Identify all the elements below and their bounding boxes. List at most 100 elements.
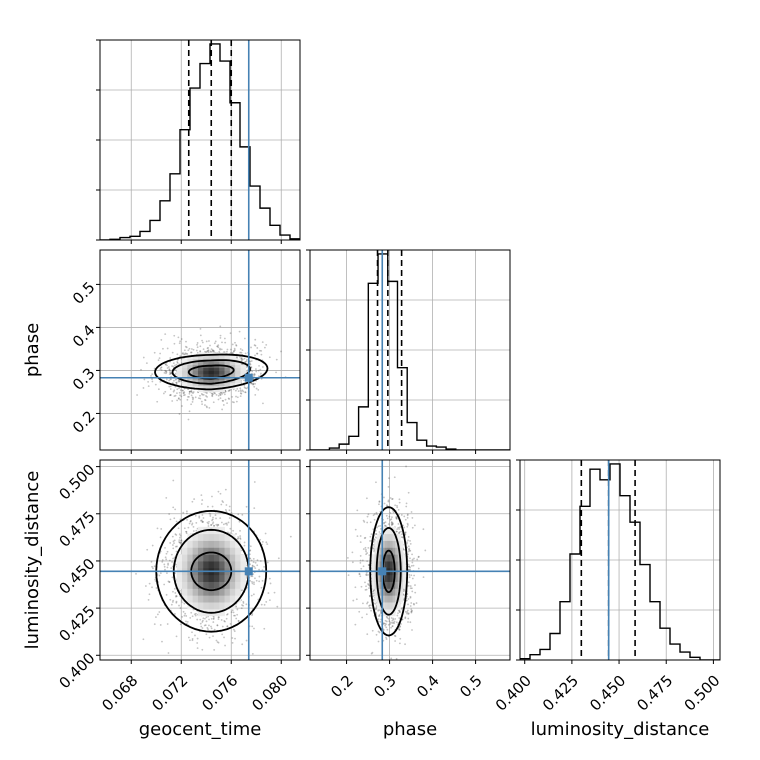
- sample-point: [224, 341, 227, 344]
- sample-point: [236, 538, 239, 540]
- sample-point: [219, 337, 222, 339]
- density-cell: [229, 373, 236, 378]
- density-cell: [182, 588, 188, 596]
- sample-point: [261, 540, 264, 543]
- sample-point: [267, 592, 270, 594]
- sample-point: [206, 347, 209, 350]
- density-cell: [395, 574, 399, 582]
- sample-point: [159, 368, 162, 371]
- sample-point: [370, 533, 373, 536]
- sample-point: [170, 567, 173, 569]
- sample-point: [231, 352, 234, 354]
- sample-point: [365, 497, 368, 500]
- sample-point: [224, 488, 227, 491]
- sample-point: [385, 504, 388, 507]
- sample-point: [404, 616, 407, 619]
- sample-point: [384, 622, 386, 625]
- density-cell: [390, 588, 393, 596]
- sample-point: [229, 532, 232, 535]
- sample-point: [211, 350, 213, 353]
- sample-point: [245, 603, 248, 606]
- density-cell: [203, 554, 209, 562]
- sample-point: [366, 521, 369, 524]
- sample-point: [374, 536, 377, 539]
- density-cell: [224, 595, 231, 603]
- truth-marker: [244, 373, 253, 382]
- density-cell: [384, 526, 388, 535]
- sample-point: [175, 595, 178, 598]
- sample-point: [217, 524, 220, 526]
- sample-point: [205, 620, 208, 623]
- density-cell: [219, 373, 225, 378]
- sample-point: [192, 525, 195, 528]
- sample-point: [212, 635, 214, 638]
- sample-point: [142, 638, 145, 641]
- density-cell: [192, 385, 199, 390]
- pair-panel-phase-luminosity_distance-content: [310, 460, 510, 660]
- density-cell: [213, 367, 220, 372]
- sample-point: [401, 618, 404, 621]
- sample-point: [233, 347, 236, 350]
- sample-point: [245, 576, 248, 579]
- hist-bar: [670, 644, 680, 660]
- y-tick-label: 0.5: [69, 278, 99, 308]
- sample-point: [199, 350, 202, 352]
- sample-point: [181, 405, 183, 407]
- sample-point: [183, 614, 186, 617]
- sample-point: [202, 348, 205, 351]
- density-cell: [229, 595, 236, 603]
- sample-point: [181, 352, 184, 355]
- density-cell: [379, 595, 383, 603]
- sample-point: [195, 612, 197, 615]
- sample-point: [262, 402, 264, 405]
- sample-point: [219, 348, 221, 351]
- density-cell: [213, 547, 220, 555]
- density-cell: [219, 561, 225, 569]
- sample-point: [251, 575, 254, 578]
- sample-point: [217, 641, 220, 644]
- sample-point: [178, 380, 181, 383]
- sample-point: [231, 395, 234, 398]
- sample-point: [151, 380, 154, 383]
- sample-point: [163, 583, 166, 586]
- sample-point: [249, 557, 252, 560]
- sample-point: [244, 352, 247, 355]
- density-cell: [390, 561, 393, 569]
- sample-point: [388, 620, 391, 623]
- density-cell: [176, 561, 183, 569]
- hist-bar: [140, 231, 150, 240]
- sample-point: [376, 526, 378, 529]
- sample-point: [166, 367, 169, 369]
- sample-point: [227, 531, 229, 534]
- sample-point: [227, 521, 230, 524]
- density-cell: [192, 361, 199, 366]
- sample-point: [361, 616, 364, 619]
- sample-point: [173, 587, 176, 590]
- sample-point: [169, 369, 171, 372]
- sample-point: [383, 522, 385, 525]
- sample-point: [239, 356, 241, 358]
- sample-point: [223, 636, 225, 639]
- sample-point: [404, 643, 406, 646]
- sample-point: [185, 510, 188, 513]
- sample-point: [186, 620, 189, 623]
- sample-point: [190, 348, 193, 350]
- sample-point: [385, 626, 388, 629]
- sample-point: [205, 392, 208, 395]
- hist-bar: [160, 201, 170, 240]
- sample-point: [167, 562, 169, 565]
- sample-point: [200, 519, 202, 522]
- sample-point: [395, 517, 398, 519]
- sample-point: [277, 557, 280, 560]
- sample-point: [241, 643, 244, 646]
- sample-point: [179, 607, 182, 609]
- sample-point: [252, 593, 255, 596]
- density-cell: [187, 595, 194, 603]
- density-cell: [382, 533, 386, 541]
- sample-point: [395, 621, 398, 624]
- sample-point: [175, 381, 178, 384]
- sample-point: [405, 465, 407, 468]
- density-cell: [192, 581, 199, 589]
- pair-panel-geocent_time-luminosity_distance: [96, 459, 301, 664]
- sample-point: [211, 349, 214, 352]
